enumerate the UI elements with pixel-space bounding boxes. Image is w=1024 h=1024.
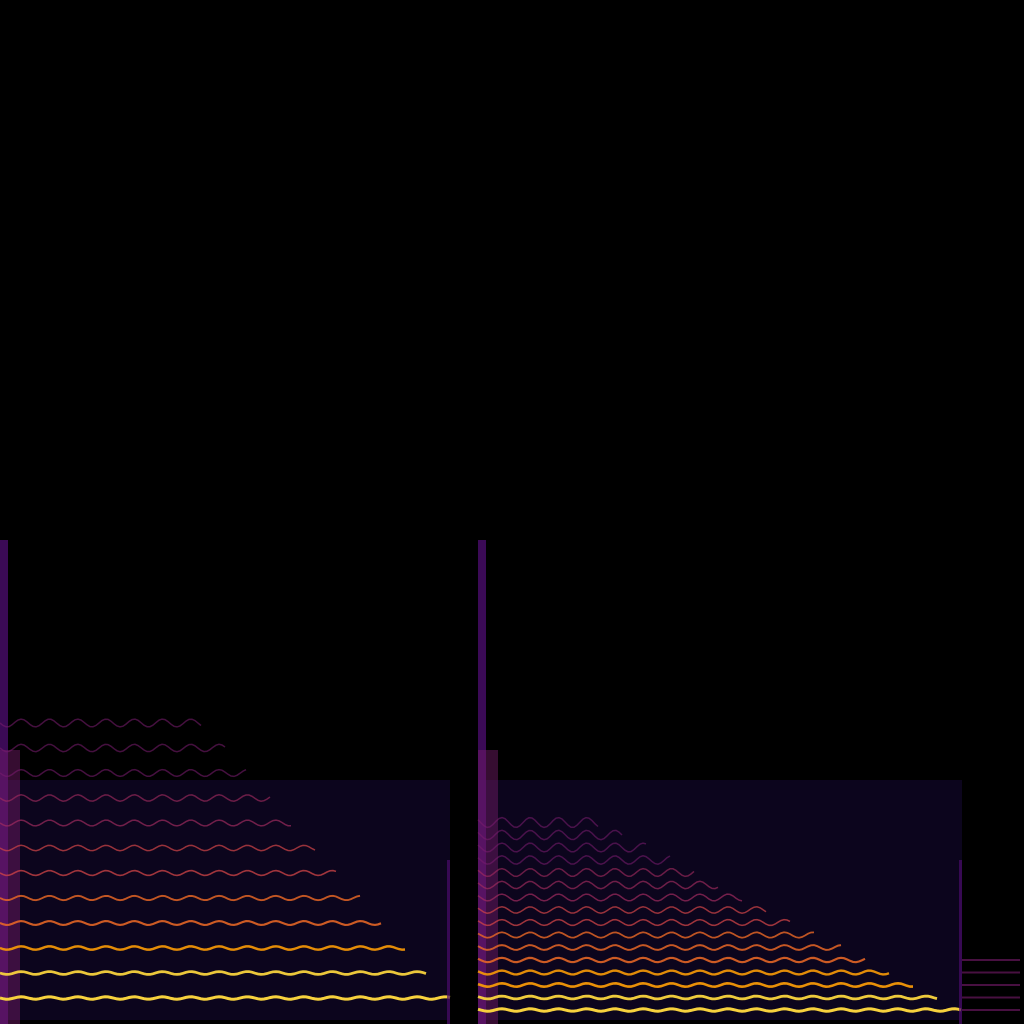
harmonic-line (0, 718, 202, 728)
harmonic-line (477, 816, 599, 829)
harmonic-line (0, 945, 406, 951)
harmonic-line (0, 768, 247, 778)
harmonic-line (0, 920, 382, 926)
harmonic-line (0, 743, 226, 753)
harmonic-line (0, 970, 427, 976)
harmonic-line (477, 994, 938, 1001)
harmonic-line (477, 918, 791, 927)
harmonic-line (477, 880, 719, 890)
harmonic-line (0, 844, 316, 852)
harmonic-line (0, 995, 451, 1001)
harmonic-line (477, 867, 695, 878)
harmonic-line (477, 906, 767, 914)
harmonic-line (0, 869, 337, 877)
harmonic-line (477, 969, 890, 976)
harmonic-line (477, 893, 743, 902)
harmonic-line (477, 855, 671, 865)
harmonic-line (0, 794, 271, 802)
harmonic-line (0, 894, 361, 902)
harmonic-line (477, 842, 647, 853)
note-onset-transient (0, 540, 8, 1024)
note-haze (478, 780, 962, 1020)
note-offset-transient (959, 860, 962, 1024)
harmonic-line (477, 944, 842, 951)
note-onset-transient (478, 540, 486, 1024)
harmonic-line (477, 1007, 962, 1013)
note-offset-transient (447, 860, 450, 1024)
harmonic-line (477, 956, 866, 964)
harmonic-line (477, 981, 913, 989)
harmonic-line (0, 819, 292, 827)
harmonic-line (477, 829, 623, 841)
harmonic-line (477, 931, 815, 939)
note-onset-transient (478, 750, 498, 1024)
note-onset-transient (0, 750, 20, 1024)
